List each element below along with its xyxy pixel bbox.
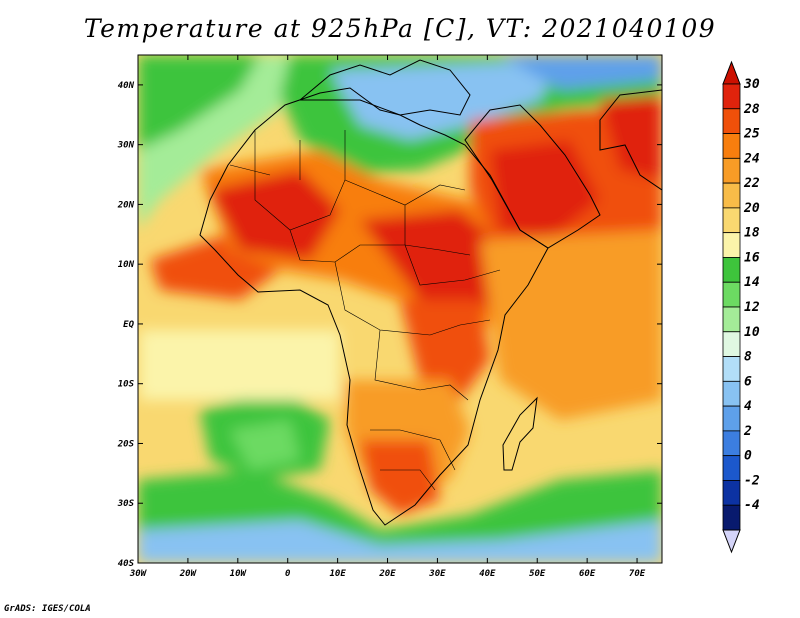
colorbar-swatch: [722, 232, 741, 258]
y-tick-label: 40N: [118, 81, 135, 91]
x-tick-label: 10E: [329, 569, 346, 579]
grads-credit: GrADS: IGES/COLA: [4, 604, 91, 614]
colorbar-label: 20: [743, 201, 760, 216]
x-tick-label: 60E: [579, 569, 596, 579]
colorbar-swatch: [722, 133, 741, 159]
colorbar-swatch: [722, 380, 741, 407]
y-tick-label: 10N: [118, 260, 135, 270]
y-tick-label: 30S: [117, 499, 135, 509]
y-tick-label: 10S: [118, 380, 135, 390]
colorbar-label: 0: [744, 449, 752, 464]
colorbar-swatch: [722, 455, 741, 481]
country-borders: [229, 130, 501, 491]
x-tick-label: 20W: [179, 569, 198, 579]
colorbar-top-arrow: [722, 60, 741, 85]
colorbar-label: 18: [744, 226, 760, 241]
colorbar-swatch: [722, 405, 741, 432]
colorbar-label: 2: [743, 424, 752, 439]
colorbar-label: 4: [744, 399, 752, 414]
colorbar-swatch: [722, 83, 741, 110]
x-tick-label: 0: [285, 569, 291, 579]
colorbar-label: 22: [743, 176, 760, 191]
colorbar-label: 10: [744, 325, 760, 340]
colorbar-label: 30: [743, 77, 760, 92]
y-tick-label: 20S: [117, 439, 135, 449]
colorbar-label: -4: [744, 498, 760, 513]
y-tick-label: 40S: [118, 559, 135, 569]
colorbar-swatch: [722, 356, 741, 382]
colorbar-swatch: [722, 331, 741, 357]
colorbar-label: 25: [743, 127, 760, 142]
plot-frame: [137, 54, 663, 564]
colorbar-swatch: [722, 281, 741, 308]
colorbar-label: 28: [743, 102, 760, 117]
x-tick-label: 30E: [428, 569, 446, 579]
x-tick-label: 40E: [479, 569, 496, 579]
y-tick-label: EQ: [123, 320, 134, 330]
colorbar-swatch: [722, 430, 741, 457]
colorbar-swatch: [722, 182, 741, 209]
colorbar-label: 8: [744, 350, 752, 365]
x-tick-label: 50E: [529, 569, 546, 579]
colorbar-label: 12: [744, 300, 760, 315]
map-title: Temperature at 925hPa [C], VT: 202104010…: [83, 14, 717, 43]
colorbar-label: 14: [744, 275, 760, 290]
temperature-field: [138, 55, 662, 563]
x-tick-label: 10W: [230, 569, 248, 579]
colorbar-swatch: [722, 306, 741, 333]
colorbar-label: -2: [744, 473, 760, 488]
colorbar-swatch: [722, 257, 741, 283]
coastline-outline: [199, 59, 662, 526]
map-axes: 30W 20W 10W 0 10E 20E 30E 40E 50E 60E 70E 40N 30N 20N…: [117, 55, 662, 579]
colorbar-swatch: [722, 157, 741, 184]
colorbar-bottom-arrow: [722, 529, 741, 554]
colorbar-swatch: [722, 480, 741, 506]
x-tick-label: 20E: [378, 569, 396, 579]
colorbar-swatch: [722, 108, 741, 134]
y-tick-label: 30N: [117, 141, 135, 151]
x-tick-label: 70E: [629, 569, 646, 579]
colorbar-swatch: [722, 207, 741, 234]
x-tick-label: 30W: [129, 569, 148, 579]
colorbar-label: 6: [744, 374, 752, 389]
colorbar-swatch: [722, 504, 741, 531]
colorbar-label: 24: [743, 151, 760, 166]
y-tick-label: 20N: [117, 200, 135, 210]
colorbar-label: 16: [744, 250, 760, 265]
